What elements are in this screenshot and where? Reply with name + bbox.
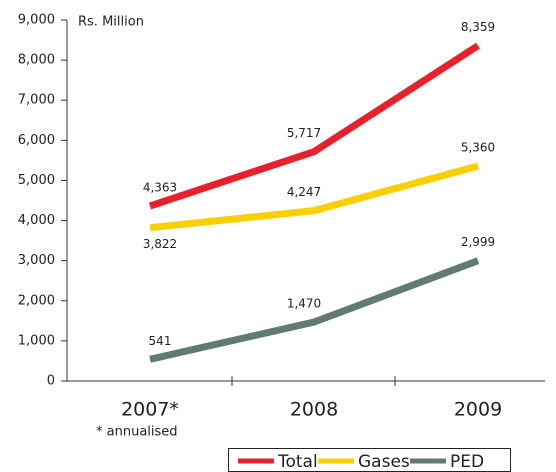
value-label: 4,363 [143, 180, 177, 194]
legend-label: PED [450, 452, 484, 472]
y-tick-label: 7,000 [18, 93, 55, 108]
x-tick-label: 2007* [121, 399, 179, 421]
y-tick-label: 3,000 [18, 253, 55, 268]
value-label: 3,822 [143, 237, 177, 251]
value-label: 5,717 [287, 126, 321, 140]
footnote: * annualised [96, 425, 178, 440]
unit-label: Rs. Million [78, 15, 144, 30]
y-tick-label: 1,000 [18, 333, 55, 348]
series-line [148, 42, 480, 210]
y-tick-label: 9,000 [18, 13, 55, 28]
value-label: 1,470 [287, 297, 321, 311]
value-label: 541 [149, 334, 172, 348]
value-label: 2,999 [461, 235, 495, 249]
series-line [149, 162, 479, 232]
x-tick-label: 2008 [290, 399, 338, 421]
value-label: 4,247 [287, 185, 321, 199]
y-tick-label: 4,000 [18, 213, 55, 228]
series-line [149, 257, 480, 363]
value-label: 5,360 [461, 141, 495, 155]
value-label: 8,359 [461, 20, 495, 34]
legend-label: Total [277, 452, 318, 472]
y-tick-label: 2,000 [18, 293, 55, 308]
x-tick-label: 2009 [454, 399, 502, 421]
y-tick-label: 0 [47, 374, 55, 389]
legend-label: Gases [358, 452, 410, 472]
y-tick-label: 6,000 [18, 133, 55, 148]
y-tick-label: 8,000 [18, 53, 55, 68]
y-tick-label: 5,000 [18, 173, 55, 188]
